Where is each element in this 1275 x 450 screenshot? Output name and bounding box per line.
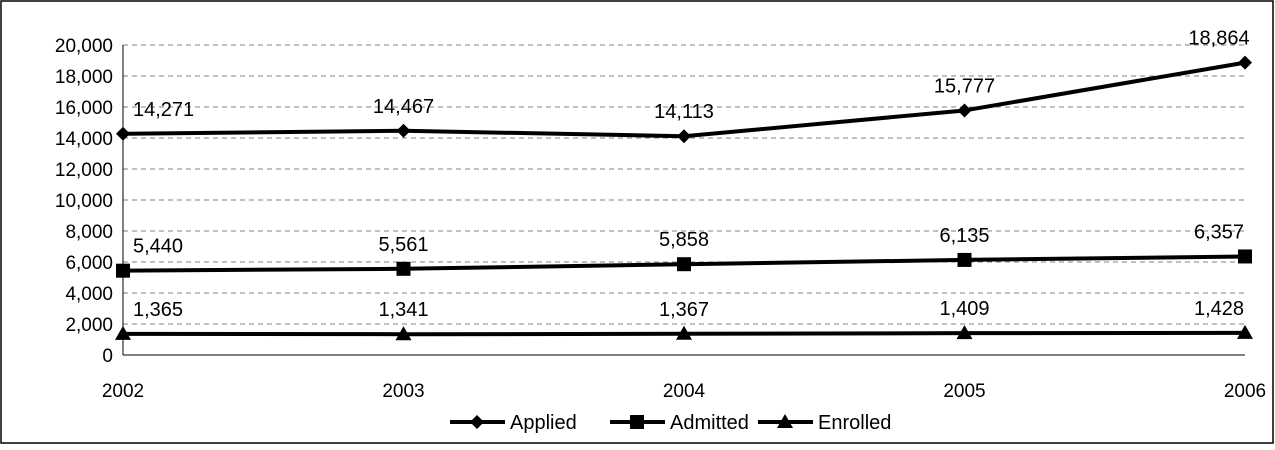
data-labels: 14,271 14,467 14,113 15,777 18,864 5,440 5,561… xyxy=(133,28,1250,322)
y-tick-label: 6,000 xyxy=(65,253,113,274)
admitted-point xyxy=(116,263,130,278)
y-tick-label: 14,000 xyxy=(55,129,113,150)
y-tick-label: 20,000 xyxy=(55,36,113,57)
admitted-data-label: 5,858 xyxy=(659,229,709,251)
admitted-legend-label: Admitted xyxy=(670,412,749,434)
legend: Applied Admitted Enrolled xyxy=(450,412,891,434)
admitted-data-label: 6,357 xyxy=(1194,221,1244,243)
applied-point xyxy=(396,123,411,138)
y-tick-label: 12,000 xyxy=(55,160,113,181)
applied-legend-marker xyxy=(470,415,484,429)
enrolled-data-label: 1,365 xyxy=(133,299,183,321)
applied-data-label: 14,113 xyxy=(654,101,714,123)
enrolled-legend-label: Enrolled xyxy=(818,412,891,434)
enrolled-point xyxy=(115,325,131,340)
applied-data-label: 15,777 xyxy=(934,75,995,97)
enrolled-data-label: 1,367 xyxy=(659,299,709,321)
y-tick-label: 0 xyxy=(102,346,113,367)
y-tick-label: 4,000 xyxy=(65,284,113,305)
admitted-data-label: 5,440 xyxy=(133,236,183,258)
applied-point xyxy=(957,103,972,118)
applied-data-label: 14,467 xyxy=(373,96,434,118)
admitted-point xyxy=(957,252,972,267)
y-tick-label: 8,000 xyxy=(65,222,113,243)
admitted-point xyxy=(396,261,411,276)
applied-legend-label: Applied xyxy=(510,412,577,434)
y-tick-label: 16,000 xyxy=(55,98,113,119)
x-tick-label: 2004 xyxy=(663,381,706,402)
admitted-legend-marker xyxy=(630,415,644,429)
enrolled-point xyxy=(1237,324,1253,339)
applied-data-label: 14,271 xyxy=(133,99,194,121)
enrolled-point xyxy=(676,325,692,340)
applied-point xyxy=(116,126,130,141)
admitted-point xyxy=(1238,249,1252,264)
y-tick-label: 2,000 xyxy=(65,315,113,336)
series-lines xyxy=(115,55,1253,341)
enrolled-data-label: 1,341 xyxy=(378,299,428,321)
admitted-point xyxy=(677,257,691,272)
y-tick-label: 18,000 xyxy=(55,67,113,88)
enrolled-data-label: 1,409 xyxy=(939,298,989,320)
admitted-data-label: 6,135 xyxy=(939,225,989,247)
y-tick-label: 10,000 xyxy=(55,191,113,212)
x-tick-label: 2005 xyxy=(943,381,985,402)
applied-data-label: 18,864 xyxy=(1188,28,1249,50)
enrolled-legend-marker xyxy=(777,414,793,428)
applied-point xyxy=(1238,55,1252,70)
applied-point xyxy=(677,129,691,144)
admitted-data-label: 5,561 xyxy=(378,234,428,256)
enrolled-point xyxy=(956,325,973,340)
enrolled-data-label: 1,428 xyxy=(1194,298,1244,320)
axes: 0 2,000 4,000 6,000 8,000 10,000 12,000 14,000 1… xyxy=(55,36,1266,402)
x-tick-label: 2003 xyxy=(382,381,424,402)
x-tick-label: 2002 xyxy=(102,381,144,402)
x-tick-label: 2006 xyxy=(1224,381,1266,402)
enrolled-point xyxy=(395,326,412,341)
